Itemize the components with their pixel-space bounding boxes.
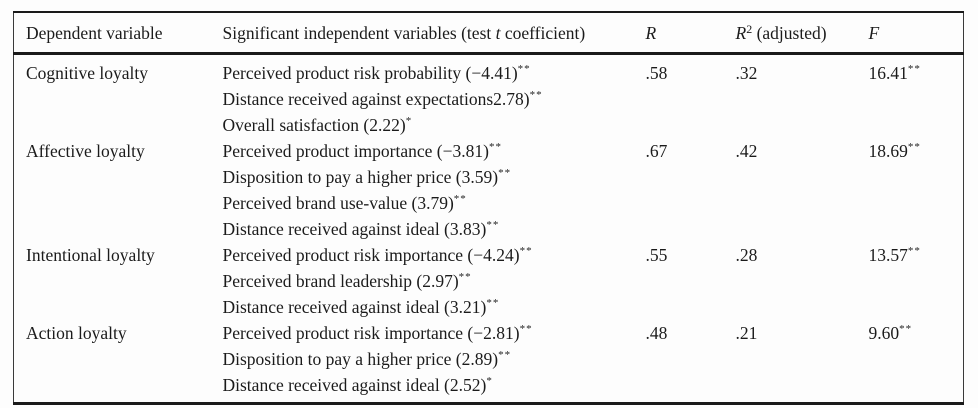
independent-variables-cell: Perceived product risk probability (−4.4…: [223, 54, 646, 139]
significance-stars: **: [529, 89, 543, 101]
r-value: .55: [645, 245, 668, 265]
independent-variable-line: Perceived product risk importance (−4.24…: [223, 242, 646, 268]
f-value-cell: 16.41**: [869, 54, 964, 139]
r-value-cell: .48: [646, 320, 736, 404]
r2-adjusted-value-cell: .42: [736, 138, 869, 242]
table-row: Intentional loyalty Perceived product ris…: [14, 242, 964, 320]
regression-results-table: Dependent variable Significant independe…: [13, 11, 964, 405]
independent-variable-line: Perceived product importance (−3.81)**: [223, 138, 646, 164]
significance-stars: *: [486, 375, 493, 387]
table-row: Cognitive loyalty Perceived product risk …: [14, 54, 964, 139]
independent-variable-line: Perceived product risk importance (−2.81…: [223, 320, 646, 346]
independent-variable-line: Disposition to pay a higher price (2.89)…: [223, 346, 646, 372]
dependent-variable-cell: Cognitive loyalty: [26, 63, 149, 83]
header-r2-rest: (adjusted): [752, 23, 827, 43]
col-header-independent-variables: Significant independent variables (test …: [222, 12, 646, 55]
significance-stars: *: [405, 115, 413, 127]
header-text: coefficient): [500, 23, 586, 43]
header-r-label: R: [645, 23, 657, 43]
independent-variable-line: Perceived brand use-value (3.79)**: [223, 190, 646, 216]
independent-variable-text: Perceived product importance (−3.81): [222, 141, 489, 161]
r2-adjusted-value-cell: .32: [736, 54, 869, 139]
significance-stars: **: [498, 167, 512, 179]
independent-variable-line: Overall satisfaction (2.22)*: [223, 112, 646, 138]
significance-stars: **: [519, 323, 533, 335]
independent-variable-text: Distance received against ideal (3.21): [222, 297, 487, 317]
r2-adjusted-value-cell: .21: [736, 320, 869, 404]
independent-variables-cell: Perceived product risk importance (−2.81…: [223, 320, 646, 404]
col-header-r2-adjusted: R2 (adjusted): [735, 12, 869, 55]
header-row: Dependent variable Significant independe…: [13, 12, 964, 55]
col-header-r: R: [645, 12, 736, 55]
significance-stars: **: [517, 63, 531, 75]
significance-stars: **: [907, 63, 921, 75]
independent-variable-line: Perceived product risk probability (−4.4…: [223, 60, 646, 86]
independent-variable-text: Disposition to pay a higher price (2.89): [222, 349, 499, 369]
independent-variable-text: Overall satisfaction (2.22): [222, 115, 406, 135]
f-value-cell: 9.60**: [869, 320, 964, 404]
header-r2-superscript: 2: [746, 22, 753, 36]
f-value: 9.60: [868, 323, 900, 343]
header-text: Significant independent variables (test: [222, 23, 496, 43]
independent-variable-text: Distance received against ideal (2.52): [222, 375, 487, 395]
independent-variable-text: Perceived product risk importance (−2.81…: [222, 323, 520, 343]
r-value: .58: [645, 63, 668, 83]
table-body: Cognitive loyalty Perceived product risk …: [14, 54, 964, 404]
header-italic-t: t: [495, 23, 501, 43]
independent-variable-text: Perceived brand use-value (3.79): [222, 193, 454, 213]
independent-variable-line: Distance received against ideal (3.21)**: [223, 294, 646, 320]
dependent-variable-cell: Intentional loyalty: [26, 245, 155, 265]
f-value-cell: 18.69**: [869, 138, 964, 242]
significance-stars: **: [458, 271, 472, 283]
r-value: .67: [645, 141, 668, 161]
r-value-cell: .58: [646, 54, 736, 139]
table-row: Affective loyalty Perceived product impor…: [14, 138, 964, 242]
r2-adjusted-value: .42: [735, 141, 758, 161]
independent-variable-text: Perceived product risk importance (−4.24…: [222, 245, 520, 265]
header-f-label: F: [868, 23, 880, 43]
significance-stars: **: [486, 219, 500, 231]
table-header: Dependent variable Significant independe…: [13, 12, 964, 55]
significance-stars: **: [488, 141, 502, 153]
independent-variables-cell: Perceived product importance (−3.81)** Di…: [223, 138, 646, 242]
significance-stars: **: [486, 297, 500, 309]
significance-stars: **: [907, 245, 921, 257]
independent-variable-line: Distance received against ideal (2.52)*: [223, 372, 646, 398]
independent-variables-cell: Perceived product risk importance (−4.24…: [223, 242, 646, 320]
f-value: 16.41: [868, 63, 908, 83]
f-value: 13.57: [868, 245, 908, 265]
col-header-dependent-variable: Dependent variable: [13, 12, 223, 55]
independent-variable-text: Distance received against ideal (3.83): [222, 219, 487, 239]
independent-variable-text: Perceived product risk probability (−4.4…: [222, 63, 518, 83]
r2-adjusted-value-cell: .28: [736, 242, 869, 320]
r-value: .48: [645, 323, 668, 343]
significance-stars: **: [453, 193, 467, 205]
r-value-cell: .55: [646, 242, 736, 320]
significance-stars: **: [498, 349, 512, 361]
f-value-cell: 13.57**: [869, 242, 964, 320]
r-value-cell: .67: [646, 138, 736, 242]
independent-variable-text: Perceived brand leadership (2.97): [222, 271, 459, 291]
dependent-variable-cell: Affective loyalty: [26, 141, 145, 161]
table-row: Action loyalty Perceived product risk imp…: [14, 320, 964, 404]
f-value: 18.69: [868, 141, 908, 161]
independent-variable-line: Distance received against expectations2.…: [223, 86, 646, 112]
significance-stars: **: [907, 141, 921, 153]
independent-variable-text: Distance received against expectations2.…: [222, 89, 530, 109]
independent-variable-line: Disposition to pay a higher price (3.59)…: [223, 164, 646, 190]
r2-adjusted-value: .21: [735, 323, 758, 343]
header-r2-label: R: [735, 23, 747, 43]
independent-variable-line: Distance received against ideal (3.83)**: [223, 216, 646, 242]
dependent-variable-cell: Action loyalty: [26, 323, 127, 343]
independent-variable-text: Disposition to pay a higher price (3.59): [222, 167, 499, 187]
r2-adjusted-value: .32: [735, 63, 758, 83]
independent-variable-line: Perceived brand leadership (2.97)**: [223, 268, 646, 294]
r2-adjusted-value: .28: [735, 245, 758, 265]
col-header-f: F: [868, 12, 964, 55]
significance-stars: **: [519, 245, 533, 257]
significance-stars: **: [899, 323, 913, 335]
